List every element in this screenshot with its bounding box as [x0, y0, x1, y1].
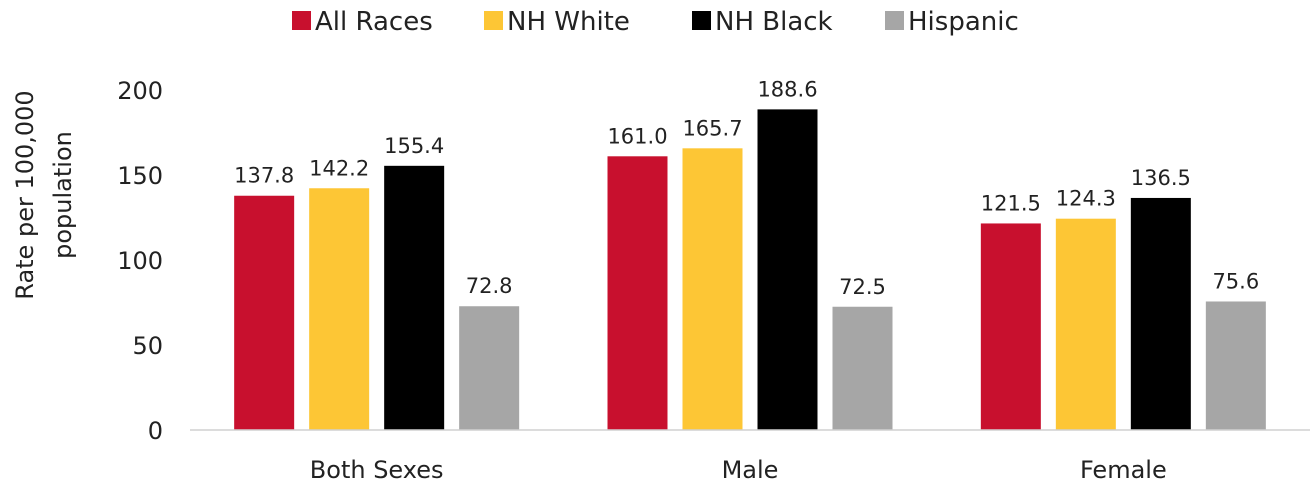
bar-all-races-female: [980, 223, 1041, 430]
data-labels: 137.8 142.2 155.4 72.8 161.0 165.7 188.6 72.5 12…: [234, 77, 1259, 298]
legend-label-nh-white: NH White: [507, 7, 630, 37]
category-label-female: Female: [1080, 456, 1167, 484]
bar-nh-black-female: [1130, 197, 1191, 430]
bar-all-races-both-sexes: [234, 195, 295, 430]
data-label-nh-black-both-sexes: 155.4: [384, 134, 444, 158]
legend: All Races NH White NH Black Hispanic: [292, 7, 1019, 37]
data-label-hispanic-female: 75.6: [1212, 269, 1259, 293]
category-labels: Both Sexes Male Female: [310, 456, 1167, 484]
y-axis-title-line-1: Rate per 100,000: [11, 90, 39, 299]
data-label-all-races-male: 161.0: [607, 124, 667, 148]
data-label-nh-white-both-sexes: 142.2: [309, 156, 369, 180]
bar-nh-white-male: [682, 148, 743, 430]
legend-label-nh-black: NH Black: [715, 7, 833, 37]
data-label-nh-black-female: 136.5: [1131, 166, 1191, 190]
legend-swatch-hispanic: [885, 11, 904, 30]
bars: [234, 109, 1266, 431]
category-label-male: Male: [722, 456, 779, 484]
legend-label-all-races: All Races: [315, 7, 433, 37]
bar-nh-black-male: [757, 109, 818, 430]
legend-swatch-all-races: [292, 11, 311, 30]
bar-hispanic-male: [832, 306, 893, 430]
y-tick-label: 150: [117, 162, 163, 190]
y-tick-label: 200: [117, 77, 163, 105]
legend-swatch-nh-white: [484, 11, 503, 30]
bar-hispanic-female: [1205, 301, 1266, 430]
legend-label-hispanic: Hispanic: [908, 7, 1019, 37]
category-label-both-sexes: Both Sexes: [310, 456, 444, 484]
data-label-all-races-both-sexes: 137.8: [234, 164, 294, 188]
data-label-all-races-female: 121.5: [981, 191, 1041, 215]
y-axis-ticks: 0 50 100 150 200: [117, 77, 163, 445]
data-label-nh-black-male: 188.6: [757, 77, 817, 101]
bar-nh-white-both-sexes: [309, 188, 370, 430]
data-label-hispanic-both-sexes: 72.8: [466, 274, 513, 298]
y-tick-label: 100: [117, 247, 163, 275]
bar-nh-white-female: [1055, 218, 1116, 430]
bar-all-races-male: [607, 156, 668, 431]
data-label-hispanic-male: 72.5: [839, 275, 886, 299]
y-axis-title: Rate per 100,000 population: [11, 90, 77, 299]
y-tick-label: 50: [132, 332, 163, 360]
data-label-nh-white-male: 165.7: [682, 116, 742, 140]
bar-hispanic-both-sexes: [459, 306, 520, 430]
bar-nh-black-both-sexes: [384, 165, 445, 430]
y-axis-title-line-2: population: [49, 131, 77, 259]
y-tick-label: 0: [148, 417, 163, 445]
data-label-nh-white-female: 124.3: [1056, 187, 1116, 211]
legend-swatch-nh-black: [692, 11, 711, 30]
